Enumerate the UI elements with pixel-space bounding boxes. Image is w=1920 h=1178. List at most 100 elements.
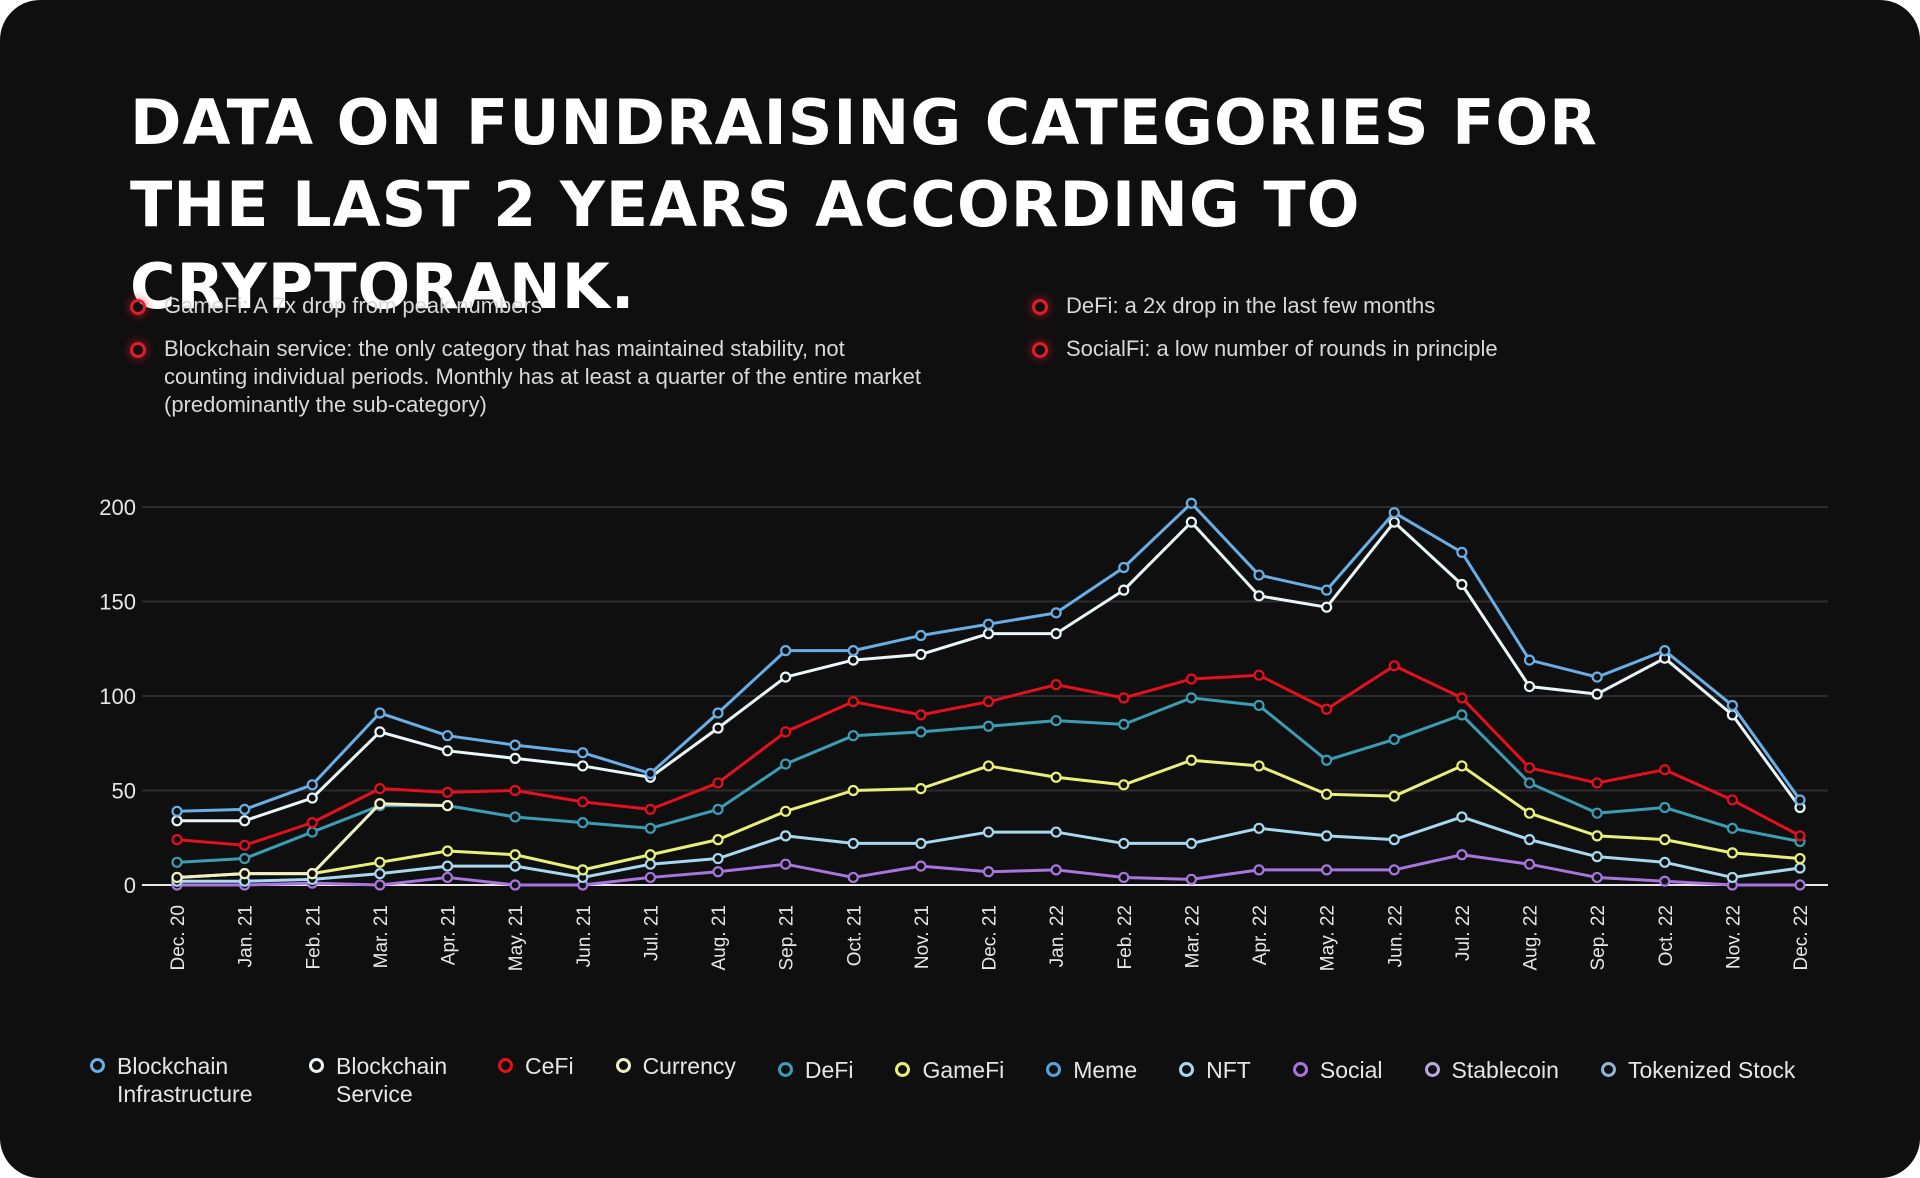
data-point[interactable] <box>712 707 724 719</box>
legend-item[interactable]: Stablecoin <box>1423 1056 1559 1108</box>
legend-item[interactable]: Tokenized Stock <box>1599 1056 1795 1108</box>
data-point[interactable] <box>1726 794 1738 806</box>
data-point[interactable] <box>1253 669 1265 681</box>
data-point[interactable] <box>847 730 859 742</box>
data-point[interactable] <box>306 868 318 880</box>
data-point[interactable] <box>441 860 454 872</box>
data-point[interactable] <box>509 811 521 823</box>
data-point[interactable] <box>374 783 386 795</box>
data-point[interactable] <box>441 786 454 798</box>
data-point[interactable] <box>306 826 318 838</box>
data-point[interactable] <box>1321 864 1333 876</box>
data-point[interactable] <box>644 849 656 861</box>
data-point[interactable] <box>1118 779 1130 791</box>
data-point[interactable] <box>1794 852 1806 865</box>
legend-item[interactable]: CeFi <box>496 1052 574 1108</box>
data-point[interactable] <box>847 871 859 884</box>
data-point[interactable] <box>374 798 386 810</box>
data-point[interactable] <box>239 868 251 880</box>
data-point[interactable] <box>847 696 859 708</box>
data-point[interactable] <box>1321 754 1333 766</box>
data-point[interactable] <box>374 726 386 738</box>
data-point[interactable] <box>1050 771 1062 783</box>
data-point[interactable] <box>509 752 521 764</box>
data-point[interactable] <box>441 845 454 857</box>
data-point[interactable] <box>1591 807 1603 819</box>
legend-item[interactable]: DeFi <box>776 1056 853 1108</box>
data-point[interactable] <box>1456 546 1468 558</box>
data-point[interactable] <box>915 783 927 795</box>
data-point[interactable] <box>982 760 995 772</box>
data-point[interactable] <box>1388 660 1400 672</box>
data-point[interactable] <box>374 707 386 719</box>
data-point[interactable] <box>780 671 792 683</box>
data-point[interactable] <box>1456 709 1468 721</box>
data-point[interactable] <box>1185 754 1197 766</box>
data-point[interactable] <box>644 803 656 816</box>
data-point[interactable] <box>577 796 589 808</box>
data-point[interactable] <box>1118 692 1130 704</box>
data-point[interactable] <box>644 767 656 780</box>
data-point[interactable] <box>509 739 521 751</box>
data-point[interactable] <box>712 722 724 734</box>
data-point[interactable] <box>915 648 927 661</box>
data-point[interactable] <box>1456 578 1468 591</box>
data-point[interactable] <box>1659 834 1671 846</box>
data-point[interactable] <box>171 856 183 868</box>
data-point[interactable] <box>1253 760 1265 772</box>
data-point[interactable] <box>1118 561 1130 574</box>
data-point[interactable] <box>847 654 859 666</box>
data-point[interactable] <box>1523 858 1536 870</box>
data-point[interactable] <box>1050 628 1062 640</box>
data-point[interactable] <box>239 815 251 827</box>
data-point[interactable] <box>374 856 386 868</box>
data-point[interactable] <box>1659 875 1671 887</box>
data-point[interactable] <box>1253 864 1265 876</box>
data-point[interactable] <box>441 730 454 742</box>
data-point[interactable] <box>915 860 927 872</box>
data-point[interactable] <box>780 805 792 817</box>
data-point[interactable] <box>1456 849 1468 861</box>
data-point[interactable] <box>1591 777 1603 789</box>
data-point[interactable] <box>1794 862 1806 874</box>
data-point[interactable] <box>1659 801 1671 814</box>
data-point[interactable] <box>306 779 318 791</box>
data-point[interactable] <box>1388 733 1400 746</box>
data-point[interactable] <box>1523 834 1536 846</box>
data-point[interactable] <box>171 871 183 884</box>
data-point[interactable] <box>577 864 589 876</box>
data-point[interactable] <box>577 747 589 759</box>
data-point[interactable] <box>982 720 995 732</box>
data-point[interactable] <box>982 618 995 630</box>
data-point[interactable] <box>712 803 724 816</box>
data-point[interactable] <box>509 860 521 872</box>
data-point[interactable] <box>1456 760 1468 772</box>
data-point[interactable] <box>1523 654 1536 666</box>
data-point[interactable] <box>982 696 995 708</box>
data-point[interactable] <box>374 868 386 880</box>
data-point[interactable] <box>306 817 318 829</box>
data-point[interactable] <box>1118 584 1130 596</box>
data-point[interactable] <box>1726 822 1738 834</box>
data-point[interactable] <box>1185 837 1197 850</box>
data-point[interactable] <box>509 849 521 861</box>
data-point[interactable] <box>1253 822 1265 834</box>
data-point[interactable] <box>915 709 927 721</box>
data-point[interactable] <box>1118 837 1130 850</box>
data-point[interactable] <box>712 834 724 846</box>
data-point[interactable] <box>1253 699 1265 712</box>
data-point[interactable] <box>780 758 792 770</box>
data-point[interactable] <box>847 837 859 850</box>
data-point[interactable] <box>915 837 927 850</box>
data-point[interactable] <box>509 879 521 891</box>
data-point[interactable] <box>239 803 251 816</box>
data-point[interactable] <box>1050 679 1062 691</box>
data-point[interactable] <box>1388 864 1400 876</box>
data-point[interactable] <box>1185 673 1197 685</box>
data-point[interactable] <box>577 817 589 829</box>
data-point[interactable] <box>171 815 183 827</box>
data-point[interactable] <box>1388 507 1400 519</box>
data-point[interactable] <box>780 726 792 738</box>
data-point[interactable] <box>1118 871 1130 884</box>
data-point[interactable] <box>644 858 656 870</box>
